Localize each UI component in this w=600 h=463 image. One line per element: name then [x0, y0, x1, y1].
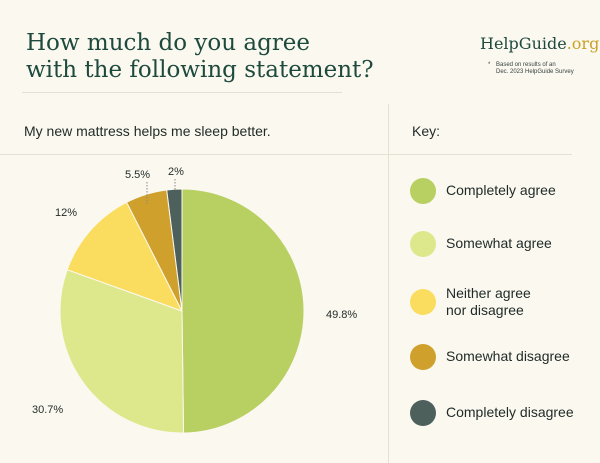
legend-label-line: Somewhat disagree	[446, 348, 570, 364]
legend-label-line: Completely disagree	[446, 404, 574, 420]
legend-swatch-completely-disagree	[410, 400, 436, 426]
logo-main-text: HelpGuide	[480, 34, 567, 53]
note-line-1: Based on results of an	[496, 62, 556, 68]
legend-item-completely-agree: Completely agree	[410, 176, 590, 216]
key-title: Key:	[412, 123, 441, 139]
logo-tld-text: .org	[566, 34, 600, 53]
legend-label-completely-agree: Completely agree	[446, 182, 596, 199]
legend-label-somewhat-disagree: Somewhat disagree	[446, 348, 596, 365]
legend-swatch-completely-agree	[410, 178, 436, 204]
pie-slice-somewhat-agree	[59, 269, 185, 434]
survey-note: * Based on results of an Dec. 2023 HelpG…	[488, 62, 591, 76]
pie-label-completely-disagree: 2%	[168, 166, 184, 178]
legend-label-line: Neither agree	[446, 285, 531, 301]
pie-chart: 49.8% 30.7% 12% 5.5% 2%	[32, 166, 357, 434]
chart-title-line-1: How much do you agree	[26, 30, 311, 56]
legend-swatch-somewhat-agree	[410, 231, 436, 257]
pie-slice-neither-agree-nor-disagree	[66, 201, 184, 312]
pie-slice-completely-agree	[181, 188, 305, 434]
legend-item-somewhat-disagree: Somewhat disagree	[410, 342, 590, 382]
legend-item-completely-disagree: Completely disagree	[410, 398, 590, 438]
legend-item-somewhat-agree: Somewhat agree	[410, 229, 590, 269]
legend-label-neither: Neither agree nor disagree	[446, 285, 596, 319]
legend-label-somewhat-agree: Somewhat agree	[446, 235, 596, 252]
section-divider	[0, 154, 572, 155]
note-line-2: Dec. 2023 HelpGuide Survey	[496, 69, 574, 75]
vertical-divider	[388, 104, 389, 463]
pie-label-somewhat-disagree: 5.5%	[125, 169, 150, 181]
legend-label-line: nor disagree	[446, 302, 524, 318]
pie-label-completely-agree: 49.8%	[326, 309, 357, 321]
title-divider	[22, 92, 342, 93]
statement-text: My new mattress helps me sleep better.	[24, 123, 271, 139]
legend-swatch-somewhat-disagree	[410, 344, 436, 370]
legend-label-line: Somewhat agree	[446, 235, 552, 251]
helpguide-logo: HelpGuide.org	[480, 34, 599, 53]
legend-label-completely-disagree: Completely disagree	[446, 404, 596, 421]
chart-title-line-2: with the following statement?	[26, 57, 374, 83]
note-asterisk: *	[488, 62, 491, 68]
pie-label-somewhat-agree: 30.7%	[32, 404, 63, 416]
pie-slice-completely-disagree	[166, 188, 183, 312]
chart-title: How much do you agree with the following…	[26, 30, 386, 84]
pie-label-neither-agree-nor-disagree: 12%	[55, 207, 77, 219]
legend-swatch-neither	[410, 289, 436, 315]
legend-label-line: Completely agree	[446, 182, 556, 198]
legend-item-neither: Neither agree nor disagree	[410, 285, 590, 333]
